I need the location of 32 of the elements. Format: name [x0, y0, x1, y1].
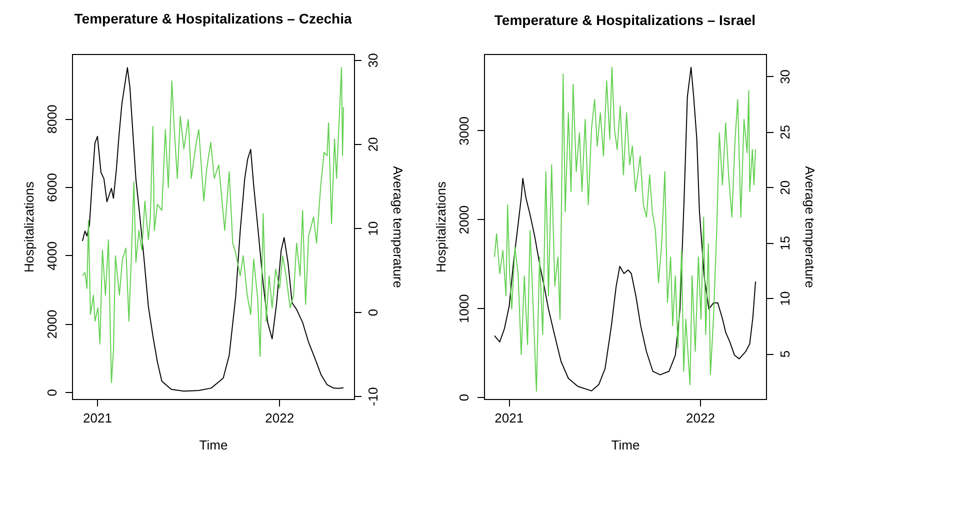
y-tick-label: 1000: [456, 294, 472, 324]
y-tick-label: 2000: [44, 310, 60, 339]
y2-tick-label: 15: [778, 236, 792, 250]
y2-axis-title: Average temperature: [802, 166, 818, 288]
x-axis-title: Time: [611, 438, 640, 452]
y-tick-label: 0: [456, 394, 472, 402]
y2-tick-label: 30: [366, 53, 380, 68]
x-tick-label: 2021: [82, 410, 112, 426]
y2-tick-label: 5: [778, 350, 792, 358]
x-tick-label: 2022: [686, 410, 715, 426]
y2-tick-label: 10: [778, 291, 792, 306]
x-axis-title: Time: [199, 438, 228, 452]
y-axis-title: Hospitalizations: [434, 180, 448, 273]
y-tick-label: 2000: [456, 205, 472, 234]
y-tick-label: 0: [44, 389, 60, 396]
y-tick-label: 8000: [44, 104, 60, 134]
y2-tick-label: 10: [366, 221, 380, 236]
y-axis-title: Hospitalizations: [22, 180, 36, 273]
y2-tick-label: 30: [778, 69, 792, 84]
y-tick-label: 6000: [44, 173, 60, 202]
y2-tick-label: 20: [778, 180, 792, 195]
y-tick-label: 3000: [456, 116, 472, 146]
chart-title: Temperature & Hospitalizations – Czechia: [74, 10, 352, 27]
y-tick-label: 4000: [44, 241, 60, 270]
x-tick-label: 2021: [494, 410, 524, 426]
y2-tick-label: 20: [366, 137, 380, 152]
y2-tick-label: -10: [366, 387, 380, 406]
y2-axis-title: Average temperature: [390, 166, 406, 288]
y2-tick-label: 25: [778, 124, 792, 140]
y2-tick-label: 0: [366, 308, 380, 316]
x-tick-label: 2022: [265, 410, 294, 426]
chart-title: Temperature & Hospitalizations – Israel: [494, 12, 756, 28]
